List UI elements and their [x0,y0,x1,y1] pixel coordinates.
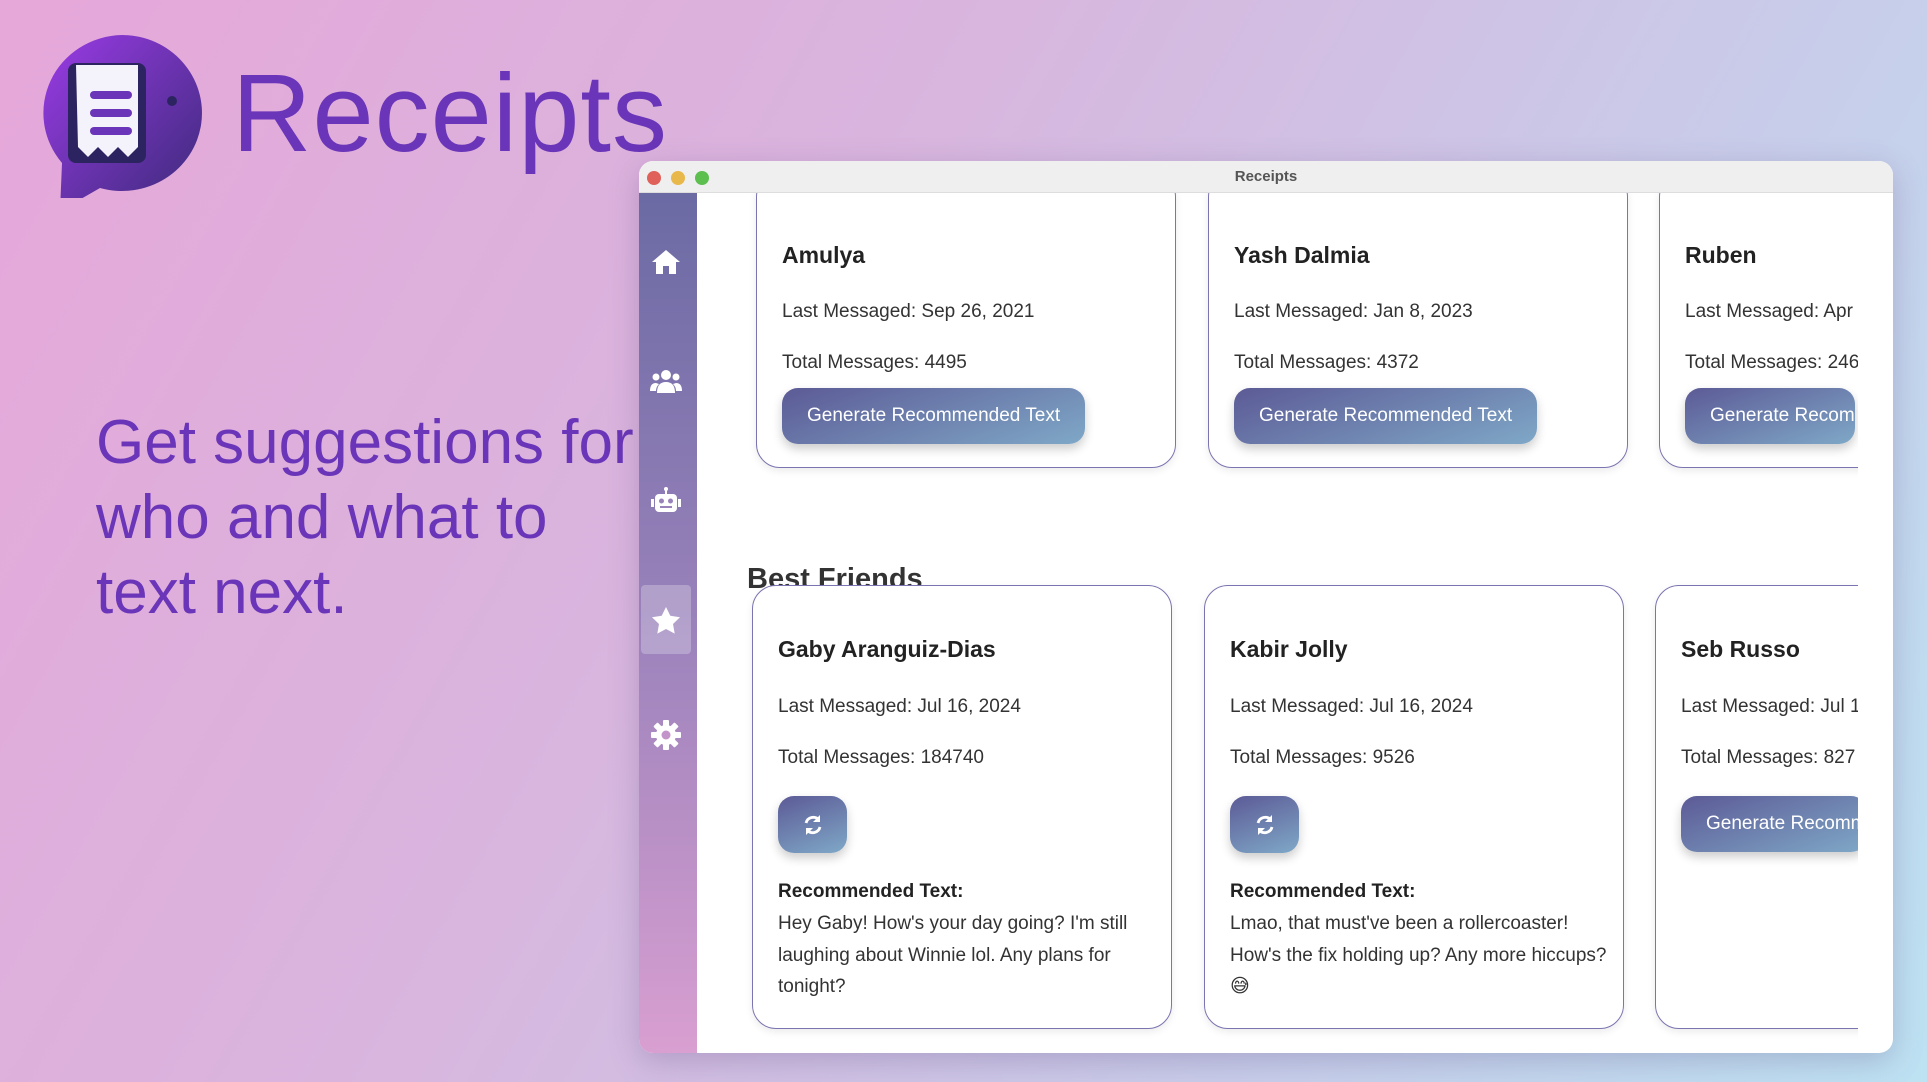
total-messages: Total Messages: 184740 [778,747,984,768]
sidebar-item-friends[interactable] [641,352,691,410]
generate-recommended-text-button[interactable]: Generate Recomm [1681,796,1858,852]
recommended-text: Lmao, that must've been a rollercoaster!… [1230,913,1607,997]
maximize-button[interactable] [695,171,709,185]
sidebar-item-best-friends[interactable] [641,585,691,654]
contact-name: Yash Dalmia [1234,242,1370,268]
gear-icon [651,720,681,750]
app-window: Receipts Amulya Last Messaged: Sep 26, 2… [639,161,1893,1053]
users-icon [650,370,682,393]
contact-card: Amulya Last Messaged: Sep 26, 2021 Total… [756,193,1176,468]
title-bar: Receipts [639,161,1893,193]
refresh-button[interactable] [778,796,847,853]
last-messaged: Last Messaged: Jan 8, 2023 [1234,301,1473,322]
contact-name: Gaby Aranguiz-Dias [778,636,996,662]
refresh-icon [1256,814,1273,835]
best-friend-card: Seb Russo Last Messaged: Jul 1 Total Mes… [1655,585,1858,1029]
total-messages: Total Messages: 246 [1685,352,1858,373]
contact-card: Ruben Last Messaged: Apr Total Messages:… [1659,193,1858,468]
minimize-button[interactable] [671,171,685,185]
recommended-text: Hey Gaby! How's your day going? I'm stil… [778,913,1128,997]
last-messaged: Last Messaged: Jul 16, 2024 [1230,696,1473,717]
last-messaged: Last Messaged: Jul 16, 2024 [778,696,1021,717]
contact-card: Yash Dalmia Last Messaged: Jan 8, 2023 T… [1208,193,1628,468]
refresh-button[interactable] [1230,796,1299,853]
contact-name: Seb Russo [1681,636,1800,662]
refresh-icon [804,814,821,835]
receipts-logo [43,35,202,198]
tagline: Get suggestions for who and what to text… [96,408,634,627]
robot-icon [651,487,681,512]
total-messages: Total Messages: 9526 [1230,747,1415,768]
total-messages: Total Messages: 4495 [782,352,967,373]
last-messaged: Last Messaged: Apr [1685,301,1853,322]
contact-name: Kabir Jolly [1230,636,1348,662]
contact-name: Ruben [1685,242,1757,268]
main-content: Amulya Last Messaged: Sep 26, 2021 Total… [697,193,1858,1053]
close-button[interactable] [647,171,661,185]
home-icon [652,250,680,274]
sidebar-item-ai[interactable] [641,471,691,529]
contact-name: Amulya [782,242,866,268]
recommended-text-label: Recommended Text: [1230,881,1416,902]
sidebar-item-settings[interactable] [641,706,691,764]
total-messages: Total Messages: 4372 [1234,352,1419,373]
brand-name: Receipts [232,52,668,175]
best-friend-card: Kabir Jolly Last Messaged: Jul 16, 2024 … [1204,585,1624,1029]
generate-recommended-text-button[interactable]: Generate Recommended Text [782,388,1086,444]
sidebar-item-home[interactable] [641,233,691,291]
best-friend-card: Gaby Aranguiz-Dias Last Messaged: Jul 16… [752,585,1172,1029]
generate-recommended-text-button[interactable]: Generate Recom [1685,388,1855,444]
star-icon [652,606,680,634]
window-title: Receipts [1234,168,1298,185]
sidebar [639,193,697,1053]
last-messaged: Last Messaged: Jul 1 [1681,696,1858,717]
total-messages: Total Messages: 827 [1681,747,1856,768]
last-messaged: Last Messaged: Sep 26, 2021 [782,301,1035,322]
recommended-text-label: Recommended Text: [778,881,964,902]
generate-recommended-text-button[interactable]: Generate Recommended Text [1234,388,1538,444]
